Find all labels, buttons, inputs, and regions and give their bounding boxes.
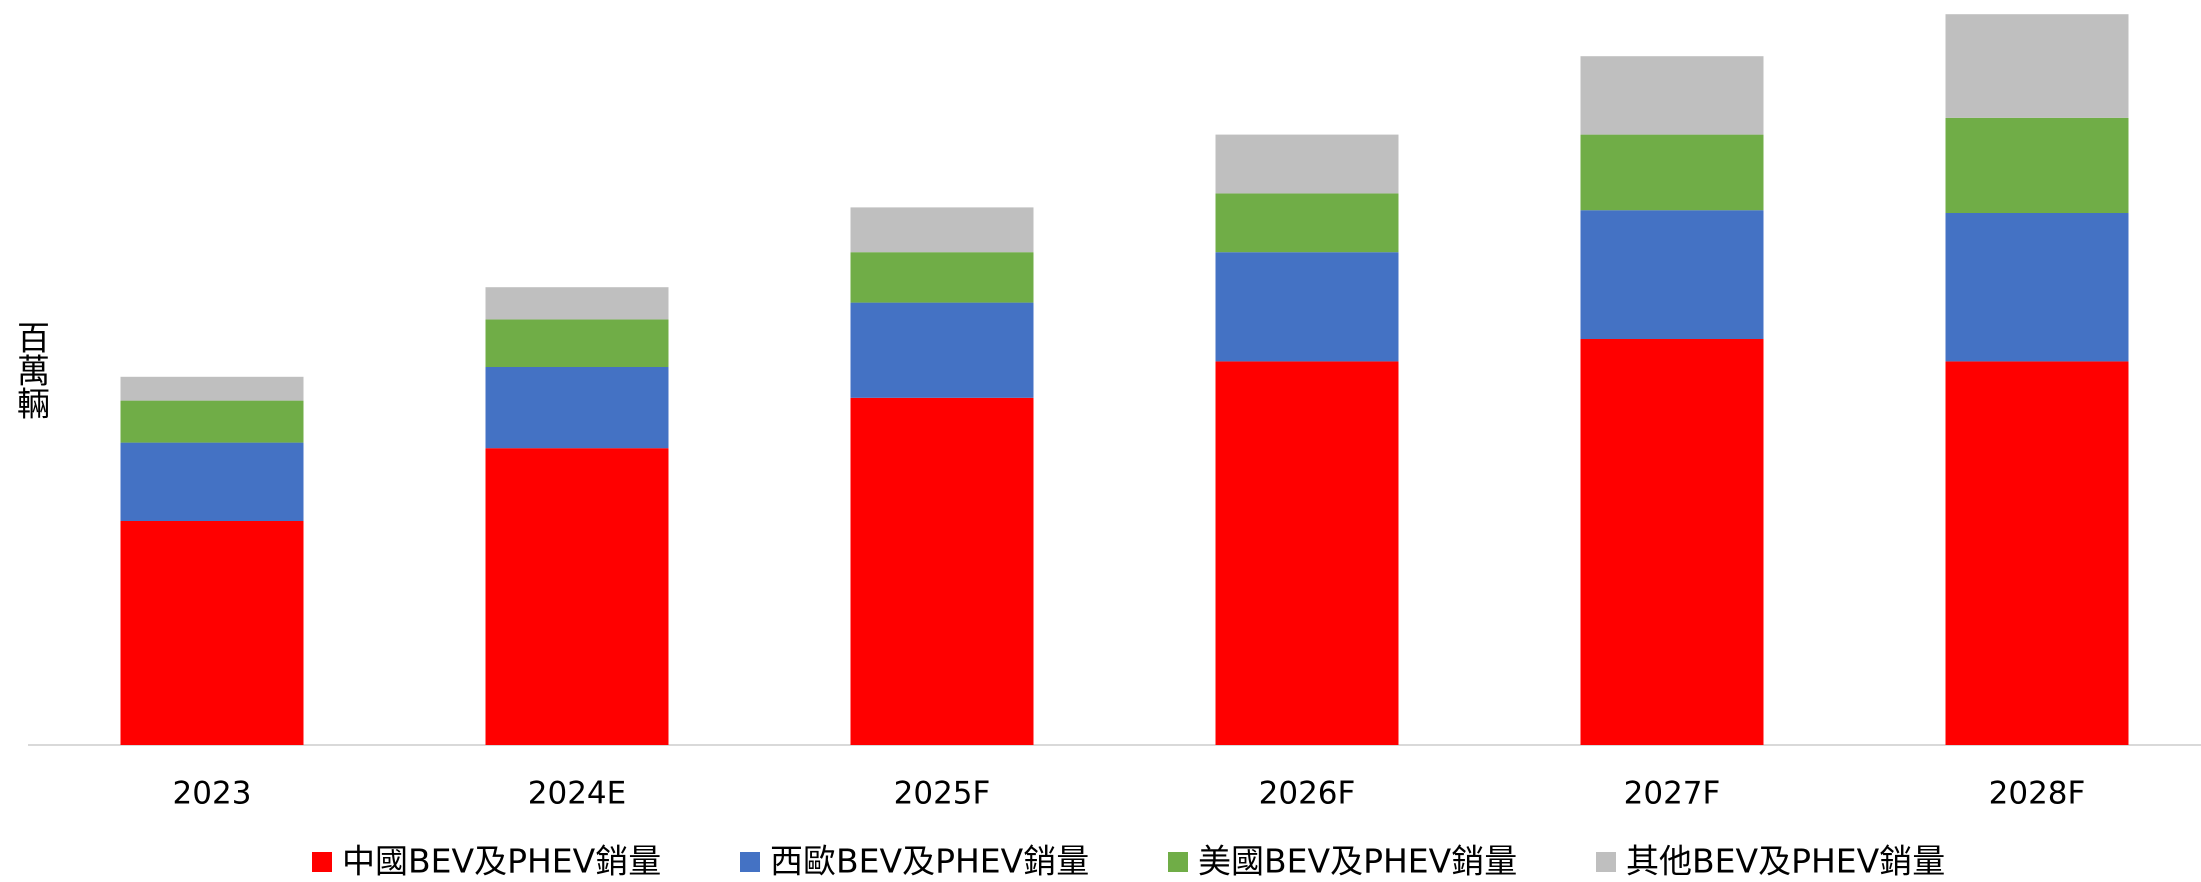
- y-axis-label: 百萬輛: [12, 321, 51, 420]
- x-tick-label: 2023: [173, 776, 252, 812]
- legend-item: 其他BEV及PHEV銷量: [1596, 842, 1945, 881]
- bar-segment: [485, 448, 669, 745]
- x-tick-label: 2026F: [1259, 776, 1356, 812]
- x-tick-label: 2027F: [1624, 776, 1721, 812]
- legend-swatch: [740, 852, 760, 872]
- bar-segment: [1215, 361, 1399, 745]
- bar-segment: [485, 287, 669, 320]
- bar-segment: [1580, 339, 1764, 745]
- x-tick-label: 2025F: [894, 776, 991, 812]
- legend-item: 西歐BEV及PHEV銷量: [740, 842, 1089, 881]
- bar-segment: [120, 442, 304, 521]
- legend-label: 中國BEV及PHEV銷量: [342, 842, 661, 881]
- bar-segment: [120, 521, 304, 745]
- bar-segment: [850, 207, 1034, 253]
- bar-segment: [120, 376, 304, 401]
- legend-label: 其他BEV及PHEV銷量: [1626, 842, 1945, 881]
- bar-segment: [850, 252, 1034, 303]
- bar-segment: [850, 302, 1034, 398]
- bar-segment: [1215, 252, 1399, 362]
- bars: [120, 14, 2129, 745]
- bar-segment: [120, 400, 304, 443]
- y-axis-label: 百萬輛: [12, 321, 51, 420]
- bar-segment: [1945, 213, 2129, 362]
- x-tick-label: 2028F: [1989, 776, 2086, 812]
- bar-segment: [485, 367, 669, 449]
- bar-segment: [485, 319, 669, 367]
- bar-segment: [1580, 210, 1764, 339]
- legend-swatch: [1168, 852, 1188, 872]
- legend-swatch: [1596, 852, 1616, 872]
- legend-item: 美國BEV及PHEV銷量: [1168, 842, 1517, 881]
- legend-swatch: [312, 852, 332, 872]
- legend-item: 中國BEV及PHEV銷量: [312, 842, 661, 881]
- bar-segment: [1945, 361, 2129, 745]
- legend-label: 美國BEV及PHEV銷量: [1198, 842, 1517, 881]
- bar-segment: [1215, 193, 1399, 253]
- bar-segment: [1580, 56, 1764, 135]
- legend-label: 西歐BEV及PHEV銷量: [770, 842, 1089, 881]
- bar-segment: [1945, 117, 2129, 213]
- bar-segment: [1215, 134, 1399, 194]
- bar-segment: [1945, 14, 2129, 118]
- x-tick-label: 2024E: [528, 776, 626, 812]
- bar-segment: [850, 397, 1034, 745]
- bar-segment: [1580, 134, 1764, 211]
